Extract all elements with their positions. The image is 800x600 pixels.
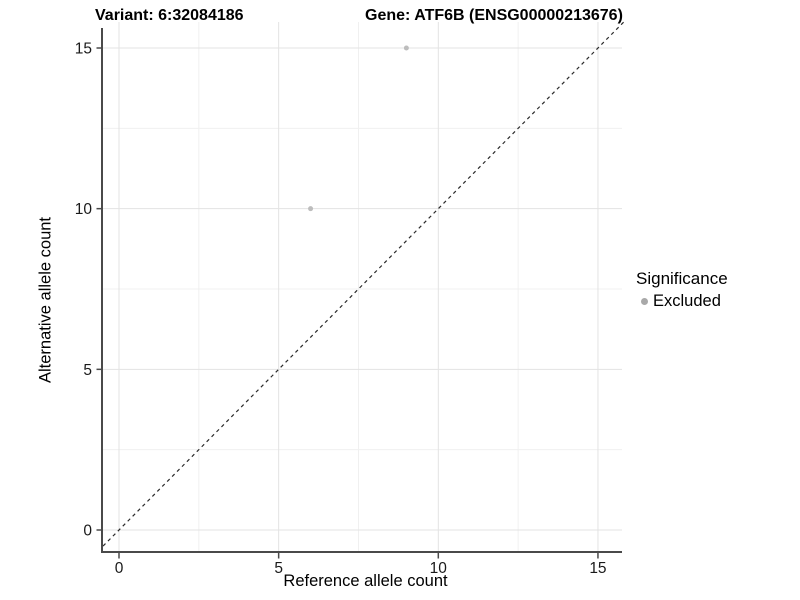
x-tick-label: 10 (430, 560, 448, 577)
legend: Significance Excluded (636, 268, 728, 311)
excluded-point-icon (641, 297, 648, 305)
x-tick-label: 15 (589, 560, 606, 577)
x-axis-title: Reference allele count (283, 572, 448, 590)
gene-title: Gene: ATF6B (ENSG00000213676) (365, 7, 623, 24)
data-point (308, 206, 314, 212)
legend-title: Significance (636, 269, 728, 288)
y-tick-label: 0 (83, 523, 92, 540)
y-tick-label: 15 (75, 41, 92, 58)
x-tick-label: 0 (115, 560, 124, 577)
legend-item-label: Excluded (653, 292, 721, 310)
x-tick-label: 5 (274, 560, 283, 577)
legend-item-excluded: Excluded (636, 291, 728, 311)
variant-title: Variant: 6:32084186 (95, 7, 244, 24)
y-tick-label: 10 (75, 201, 93, 218)
y-axis-title: Alternative allele count (36, 216, 55, 384)
data-point (403, 45, 409, 51)
identity-dashed-line (102, 20, 626, 547)
y-tick-label: 5 (83, 362, 92, 379)
